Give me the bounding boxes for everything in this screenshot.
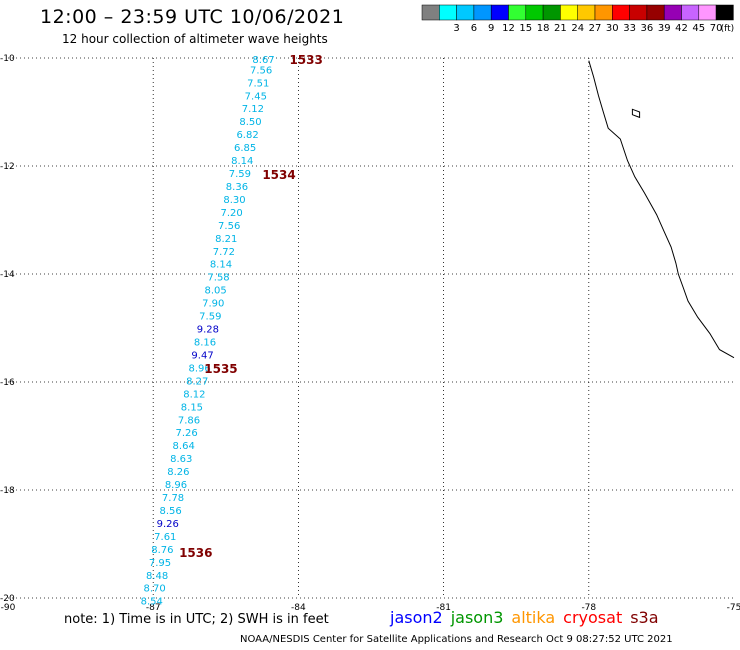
x-tick-label: -78 (581, 603, 596, 613)
satellite-name: altika (511, 608, 556, 627)
y-tick-label: -14 (0, 270, 15, 280)
wave-height-label: 8.14 (231, 156, 253, 167)
legend-label: 42 (675, 23, 688, 34)
wave-height-label: 8.05 (205, 286, 227, 297)
legend-label: 33 (623, 23, 636, 34)
wave-height-label: 7.59 (229, 169, 251, 180)
pass-number-label: 1536 (179, 546, 212, 560)
wave-height-label: 8.76 (151, 545, 173, 556)
legend-swatch (715, 4, 734, 21)
legend-label: 15 (519, 23, 532, 34)
wave-height-label: 7.95 (149, 558, 171, 569)
wave-height-label: 8.21 (215, 234, 237, 245)
x-tick-label: -84 (291, 603, 306, 613)
wave-height-label: 8.26 (167, 467, 189, 478)
wave-height-label: 8.15 (181, 402, 203, 413)
coastline (588, 60, 735, 359)
legend-label: 27 (589, 23, 602, 34)
wave-height-label: 7.58 (207, 273, 229, 284)
legend-label: 21 (554, 23, 567, 34)
y-tick-label: -10 (0, 54, 15, 64)
satellite-name: cryosat (563, 608, 623, 627)
legend-label: 9 (488, 23, 494, 34)
wave-height-label: 9.28 (197, 325, 219, 336)
wave-height-label: 8.54 (141, 597, 163, 608)
y-tick-label: -18 (0, 486, 15, 496)
legend-label: 18 (537, 23, 550, 34)
wave-height-label: 9.26 (157, 519, 179, 530)
credit-line: NOAA/NESDIS Center for Satellite Applica… (240, 634, 673, 645)
page-title: 12:00 – 23:59 UTC 10/06/2021 (40, 6, 345, 28)
wave-height-label: 8.27 (186, 376, 208, 387)
footer-note: note: 1) Time is in UTC; 2) SWH is in fe… (64, 612, 329, 627)
wave-height-label: 8.48 (146, 571, 168, 582)
wave-height-label: 7.90 (202, 299, 224, 310)
x-tick-label: -87 (146, 603, 161, 613)
wave-height-label: 7.20 (220, 208, 242, 219)
satellite-legend: jason2 jason3 altika cryosat s3a (390, 608, 667, 627)
y-tick-label: -20 (0, 594, 15, 604)
wave-height-label: 7.56 (250, 65, 272, 76)
wave-height-label: 8.70 (144, 584, 166, 595)
wave-height-label: 7.72 (213, 247, 235, 258)
wave-height-label: 6.85 (234, 143, 256, 154)
wave-height-label: 6.82 (236, 130, 258, 141)
wave-height-label: 8.12 (183, 389, 205, 400)
wave-height-label: 9.47 (191, 350, 213, 361)
wave-height-label: 8.50 (239, 117, 261, 128)
wave-height-label: 7.26 (175, 428, 197, 439)
island (631, 108, 641, 119)
satellite-name: s3a (630, 608, 659, 627)
pass-number-label: 1533 (289, 53, 322, 67)
wave-height-label: 8.63 (170, 454, 192, 465)
legend-label: 36 (641, 23, 654, 34)
y-tick-label: -16 (0, 378, 15, 388)
wave-height-label: 8.96 (165, 480, 187, 491)
wave-height-label: 7.45 (245, 91, 267, 102)
wave-height-label: 7.51 (247, 78, 269, 89)
legend-label: 3 (453, 23, 459, 34)
wave-height-label: 7.61 (154, 532, 176, 543)
wave-height-label: 8.67 (252, 55, 274, 66)
color-legend: 3 6 9 12 15 18 21 24 27 30 33 36 39 42 45 70(ft) (421, 4, 735, 34)
legend-label: 45 (692, 23, 705, 34)
wave-height-label: 7.86 (178, 415, 200, 426)
wave-height-label: 7.78 (162, 493, 184, 504)
wave-height-label: 7.59 (199, 312, 221, 323)
legend-label: 24 (571, 23, 584, 34)
y-tick-label: -12 (0, 162, 15, 172)
wave-height-label: 8.16 (194, 338, 216, 349)
x-tick-label: -75 (727, 603, 740, 613)
wave-height-label: 8.36 (226, 182, 248, 193)
legend-label: 39 (658, 23, 671, 34)
satellite-name: jason3 (450, 608, 504, 627)
legend-unit: (ft) (721, 24, 735, 34)
wave-height-label: 8.96 (189, 363, 211, 374)
wave-height-label: 7.56 (218, 221, 240, 232)
pass-number-label: 1534 (262, 168, 295, 182)
wave-height-label: 8.56 (159, 506, 181, 517)
wave-height-label: 7.12 (242, 104, 264, 115)
legend-label: 30 (606, 23, 619, 34)
pass-number-label: 1535 (204, 362, 237, 376)
legend-label: 12 (502, 23, 515, 34)
wave-height-label: 8.14 (210, 260, 232, 271)
x-tick-label: -90 (1, 603, 16, 613)
page-subtitle: 12 hour collection of altimeter wave hei… (62, 32, 328, 46)
wave-height-label: 8.64 (173, 441, 195, 452)
legend-label: 70 (710, 23, 723, 34)
legend-label: 6 (471, 23, 477, 34)
x-tick-label: -81 (436, 603, 451, 613)
wave-height-label: 8.30 (223, 195, 245, 206)
satellite-name: jason2 (390, 608, 443, 627)
